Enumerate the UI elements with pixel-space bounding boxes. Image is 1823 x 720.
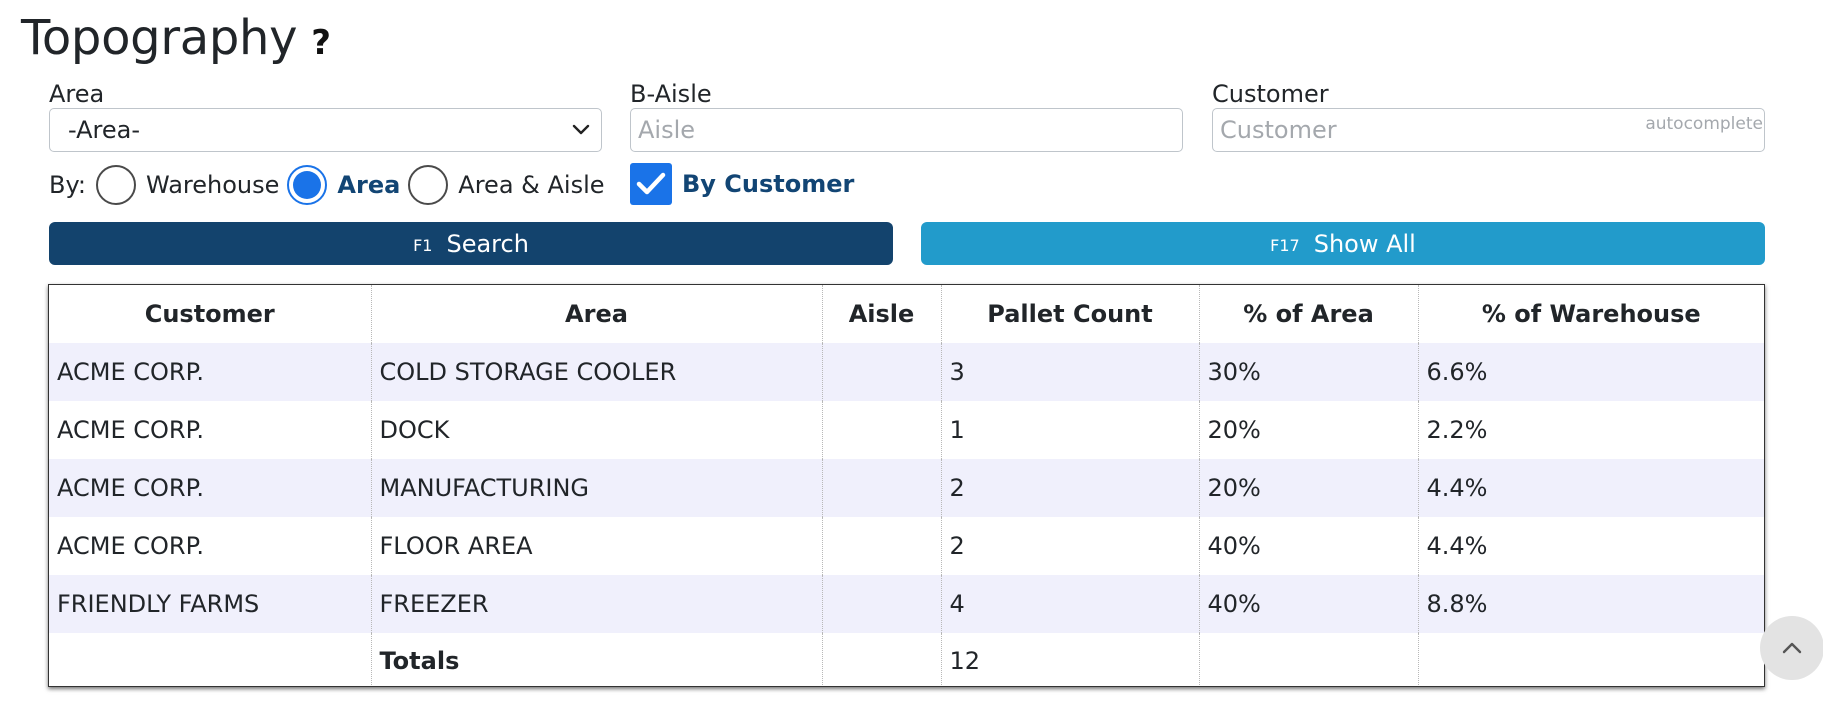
- radio-area[interactable]: [287, 165, 328, 205]
- show-all-button[interactable]: F17 Show All: [921, 222, 1765, 265]
- help-icon[interactable]: ?: [311, 23, 332, 63]
- customer-field: autocomplete: [1212, 108, 1765, 152]
- cell-customer: FRIENDLY FARMS: [49, 575, 372, 633]
- title-row: Topography ?: [21, 10, 331, 66]
- cell-customer: ACME CORP.: [49, 401, 372, 459]
- cell-aisle: [822, 575, 942, 633]
- cell-aisle: [822, 343, 942, 401]
- table-row[interactable]: ACME CORP. FLOOR AREA 2 40% 4.4%: [49, 517, 1764, 575]
- cell-percent-warehouse: 6.6%: [1418, 343, 1764, 401]
- cell-customer: ACME CORP.: [49, 343, 372, 401]
- column-header-aisle[interactable]: Aisle: [822, 285, 942, 343]
- radio-area-label[interactable]: Area: [337, 171, 401, 199]
- cell-customer: ACME CORP.: [49, 517, 372, 575]
- cell-area: COLD STORAGE COOLER: [371, 343, 823, 401]
- radio-warehouse[interactable]: [96, 165, 137, 205]
- totals-empty-cell: [49, 633, 372, 686]
- column-header-customer[interactable]: Customer: [49, 285, 372, 343]
- cell-percent-area: 40%: [1199, 575, 1419, 633]
- search-button-label: Search: [446, 229, 529, 258]
- area-select[interactable]: -Area-: [49, 108, 602, 152]
- aisle-label: B-Aisle: [630, 80, 712, 108]
- cell-aisle: [822, 459, 942, 517]
- cell-percent-area: 40%: [1199, 517, 1419, 575]
- cell-percent-area: 20%: [1199, 459, 1419, 517]
- results-table-wrap: Customer Area Aisle Pallet Count % of Ar…: [48, 284, 1765, 687]
- totals-row: Totals 12: [49, 633, 1764, 686]
- totals-pallet-count: 12: [941, 633, 1200, 686]
- scroll-to-top-button[interactable]: [1760, 616, 1823, 680]
- area-label: Area: [49, 80, 105, 108]
- area-select-value: -Area-: [68, 116, 141, 144]
- totals-empty-cell: [822, 633, 942, 686]
- cell-pallet-count: 1: [941, 401, 1200, 459]
- cell-percent-warehouse: 4.4%: [1418, 517, 1764, 575]
- cell-area: DOCK: [371, 401, 823, 459]
- cell-percent-area: 20%: [1199, 401, 1419, 459]
- cell-aisle: [822, 517, 942, 575]
- cell-pallet-count: 4: [941, 575, 1200, 633]
- cell-pallet-count: 2: [941, 459, 1200, 517]
- search-button[interactable]: F1 Search: [49, 222, 893, 265]
- cell-area: FREEZER: [371, 575, 823, 633]
- table-header-row: Customer Area Aisle Pallet Count % of Ar…: [49, 285, 1764, 343]
- table-row[interactable]: ACME CORP. DOCK 1 20% 2.2%: [49, 401, 1764, 459]
- column-header-pallet-count[interactable]: Pallet Count: [941, 285, 1200, 343]
- column-header-area[interactable]: Area: [371, 285, 823, 343]
- radio-area-aisle-label[interactable]: Area & Aisle: [458, 171, 605, 199]
- by-customer-label[interactable]: By Customer: [682, 170, 855, 198]
- radio-area-dot: [293, 171, 322, 199]
- radio-warehouse-label[interactable]: Warehouse: [146, 171, 280, 199]
- customer-label: Customer: [1212, 80, 1329, 108]
- checkmark-icon: [636, 172, 666, 195]
- cell-percent-warehouse: 8.8%: [1418, 575, 1764, 633]
- show-all-button-label: Show All: [1313, 229, 1416, 258]
- table-row[interactable]: FRIENDLY FARMS FREEZER 4 40% 8.8%: [49, 575, 1764, 633]
- cell-percent-warehouse: 2.2%: [1418, 401, 1764, 459]
- column-header-percent-area[interactable]: % of Area: [1199, 285, 1419, 343]
- cell-pallet-count: 3: [941, 343, 1200, 401]
- by-customer-toggle: By Customer: [630, 163, 854, 205]
- cell-area: MANUFACTURING: [371, 459, 823, 517]
- customer-input[interactable]: [1212, 108, 1765, 152]
- cell-percent-area: 30%: [1199, 343, 1419, 401]
- by-customer-checkbox[interactable]: [630, 163, 672, 205]
- cell-aisle: [822, 401, 942, 459]
- table-row[interactable]: ACME CORP. MANUFACTURING 2 20% 4.4%: [49, 459, 1764, 517]
- cell-percent-warehouse: 4.4%: [1418, 459, 1764, 517]
- totals-label: Totals: [371, 633, 823, 686]
- cell-pallet-count: 2: [941, 517, 1200, 575]
- grouping-options: By: Warehouse Area Area & Aisle: [49, 163, 613, 207]
- results-table: Customer Area Aisle Pallet Count % of Ar…: [49, 285, 1764, 686]
- cell-customer: ACME CORP.: [49, 459, 372, 517]
- show-all-shortcut: F17: [1270, 236, 1300, 255]
- search-shortcut: F1: [413, 236, 433, 255]
- grouping-label: By:: [49, 171, 87, 199]
- table-row[interactable]: ACME CORP. COLD STORAGE COOLER 3 30% 6.6…: [49, 343, 1764, 401]
- totals-empty-cell: [1418, 633, 1764, 686]
- totals-empty-cell: [1199, 633, 1419, 686]
- cell-area: FLOOR AREA: [371, 517, 823, 575]
- aisle-input[interactable]: [630, 108, 1183, 152]
- chevron-up-icon: [1782, 642, 1802, 654]
- column-header-percent-warehouse[interactable]: % of Warehouse: [1418, 285, 1764, 343]
- chevron-down-icon: [561, 109, 601, 151]
- radio-area-aisle[interactable]: [408, 165, 449, 205]
- page-title: Topography: [21, 10, 298, 66]
